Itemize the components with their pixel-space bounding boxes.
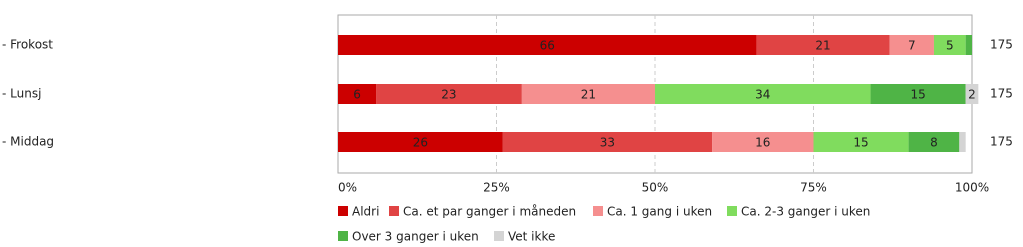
legend-label: Ca. 2-3 ganger i uken (741, 205, 870, 219)
category-label: - Middag (2, 135, 54, 149)
bar-segment (338, 132, 503, 152)
x-tick-label: 100% (955, 181, 989, 195)
data-label: 5 (946, 39, 954, 53)
bar-segment (712, 132, 814, 152)
data-label: 16 (755, 136, 770, 150)
legend-swatch (593, 206, 603, 216)
data-label: 7 (908, 39, 916, 53)
bar-segment (965, 84, 979, 104)
legend-label: Ca. 1 gang i uken (607, 205, 712, 219)
legend-label: Aldri (352, 205, 379, 219)
bar-segment (521, 84, 655, 104)
legend-swatch (338, 231, 348, 241)
data-label: 26 (413, 136, 428, 150)
legend-swatch (494, 231, 504, 241)
x-tick-label: 0% (338, 181, 357, 195)
data-label: 8 (930, 136, 938, 150)
bar-segment (870, 84, 966, 104)
category-label: - Lunsj (2, 87, 41, 101)
bar-segment (933, 35, 966, 55)
x-tick-label: 50% (642, 181, 669, 195)
legend-label: Over 3 ganger i uken (352, 230, 479, 244)
legend-swatch (727, 206, 737, 216)
legend-swatch (338, 206, 348, 216)
data-label: 66 (540, 39, 555, 53)
legend-swatch (389, 206, 399, 216)
total-label: 175 (990, 87, 1013, 101)
bar-segment (965, 35, 972, 55)
x-tick-label: 25% (483, 181, 510, 195)
bar-segment (813, 132, 909, 152)
total-label: 175 (990, 135, 1013, 149)
bar-segment (959, 132, 966, 152)
data-label: 15 (853, 136, 868, 150)
bar-segment (338, 35, 757, 55)
bar-segment (655, 84, 871, 104)
bar-segment (889, 35, 934, 55)
data-label: 21 (815, 39, 830, 53)
category-label: - Frokost (2, 38, 53, 52)
data-label: 21 (581, 88, 596, 102)
bar-segment (376, 84, 522, 104)
data-label: 2 (968, 88, 976, 102)
bar-segment (502, 132, 713, 152)
data-label: 23 (441, 88, 456, 102)
x-tick-label: 75% (800, 181, 827, 195)
bar-segment (756, 35, 890, 55)
data-label: 6 (353, 88, 361, 102)
legend-label: Vet ikke (508, 230, 555, 244)
data-label: 34 (755, 88, 770, 102)
legend-label: Ca. et par ganger i måneden (403, 205, 576, 219)
bar-segment (908, 132, 960, 152)
data-label: 15 (910, 88, 925, 102)
total-label: 175 (990, 38, 1013, 52)
bar-segment (338, 84, 377, 104)
data-label: 33 (600, 136, 615, 150)
